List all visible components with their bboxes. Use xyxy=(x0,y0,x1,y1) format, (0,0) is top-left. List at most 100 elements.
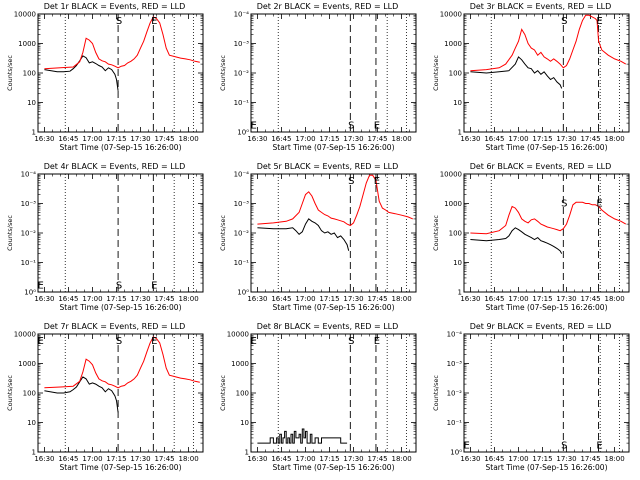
x-axis-label: Start Time (07-Sep-15 16:26:00) xyxy=(486,463,608,472)
x-tick-label: 16:45 xyxy=(58,455,78,463)
x-tick-label: 17:15 xyxy=(106,455,126,463)
x-tick-label: 16:45 xyxy=(484,295,504,303)
chart-title: Det 3r BLACK = Events, RED = LLD xyxy=(470,2,612,11)
x-tick-label: 17:00 xyxy=(82,455,102,463)
chart-panel-3: Det 3r BLACK = Events, RED = LLD 1 10 100 10… xyxy=(432,2,630,152)
x-tick-label: 17:30 xyxy=(343,295,363,303)
events-series-line xyxy=(470,227,563,254)
y-tick-label: 10⁻² xyxy=(234,70,250,78)
event-marker: E xyxy=(151,280,157,291)
y-axis-label: Counts/sec xyxy=(432,55,440,91)
y-axis-label: Counts/sec xyxy=(6,375,14,411)
x-tick-label: 17:00 xyxy=(295,295,315,303)
x-tick-label: 17:00 xyxy=(295,135,315,143)
x-tick-label: 17:15 xyxy=(532,135,552,143)
y-tick-label: 10⁻² xyxy=(447,390,463,398)
y-tick-label: 10 xyxy=(27,419,36,427)
x-tick-label: 16:45 xyxy=(58,295,78,303)
chart-title: Det 8r BLACK = Events, RED = LLD xyxy=(257,322,399,331)
x-tick-label: 16:45 xyxy=(271,295,291,303)
x-tick-label: 18:00 xyxy=(604,295,624,303)
event-marker: S xyxy=(348,120,354,131)
chart-panel-1: Det 1r BLACK = Events, RED = LLD 1 10 100 10… xyxy=(6,2,204,152)
x-tick-label: 17:15 xyxy=(106,135,126,143)
event-marker: E xyxy=(374,120,380,131)
x-tick-label: 17:45 xyxy=(154,455,174,463)
y-tick-label: 1 xyxy=(458,289,462,297)
y-tick-label: 1 xyxy=(32,449,36,457)
event-marker: S xyxy=(561,16,567,27)
y-tick-label: 10⁰ xyxy=(237,129,249,137)
event-marker: E xyxy=(151,16,157,27)
y-axis-label: Counts/sec xyxy=(432,375,440,411)
y-tick-label: 10⁻¹ xyxy=(21,259,37,267)
y-tick-label: 1 xyxy=(458,129,462,137)
y-tick-label: 10⁻¹ xyxy=(234,259,250,267)
x-tick-label: 18:00 xyxy=(178,455,198,463)
event-marker: S xyxy=(348,336,354,347)
event-marker: S xyxy=(116,16,122,27)
x-tick-label: 17:00 xyxy=(295,455,315,463)
y-tick-label: 10 xyxy=(240,419,249,427)
x-tick-label: 17:30 xyxy=(130,135,150,143)
x-tick-label: 17:00 xyxy=(82,135,102,143)
x-tick-label: 17:45 xyxy=(580,295,600,303)
events-series-line xyxy=(257,218,350,251)
y-tick-label: 100 xyxy=(23,70,36,78)
y-tick-label: 1000 xyxy=(18,360,36,368)
x-tick-label: 16:30 xyxy=(460,135,480,143)
chart-panel-7: Det 7r BLACK = Events, RED = LLD 1 10 100 10… xyxy=(6,322,204,472)
x-tick-label: 17:15 xyxy=(319,295,339,303)
chart-title: Det 7r BLACK = Events, RED = LLD xyxy=(44,322,186,331)
x-tick-label: 18:00 xyxy=(391,455,411,463)
event-marker: S xyxy=(561,440,567,451)
x-tick-label: 17:30 xyxy=(556,455,576,463)
x-tick-label: 17:00 xyxy=(82,295,102,303)
y-tick-label: 10000 xyxy=(440,11,462,19)
x-tick-label: 16:30 xyxy=(460,455,480,463)
chart-title: Det 5r BLACK = Events, RED = LLD xyxy=(257,162,399,171)
x-tick-label: 16:45 xyxy=(484,455,504,463)
lld-series-line xyxy=(44,336,200,389)
event-marker: E xyxy=(250,336,256,347)
x-tick-label: 17:30 xyxy=(556,295,576,303)
x-tick-label: 17:00 xyxy=(508,135,528,143)
chart-panel-8: Det 8r BLACK = Events, RED = LLD 1 10 100 10… xyxy=(219,322,417,472)
x-tick-label: 17:15 xyxy=(532,295,552,303)
events-series-line xyxy=(44,55,119,91)
x-tick-label: 16:45 xyxy=(271,135,291,143)
x-tick-label: 17:45 xyxy=(367,135,387,143)
y-tick-label: 10⁻³ xyxy=(234,200,250,208)
x-tick-label: 17:45 xyxy=(367,295,387,303)
event-marker: S xyxy=(348,176,354,187)
y-tick-label: 10⁻⁴ xyxy=(21,171,37,179)
x-tick-label: 17:15 xyxy=(319,455,339,463)
event-marker: E xyxy=(37,336,43,347)
event-marker: E xyxy=(374,176,380,187)
y-tick-label: 1000 xyxy=(231,360,249,368)
y-tick-label: 10⁰ xyxy=(24,289,36,297)
y-tick-label: 10⁻³ xyxy=(21,200,37,208)
y-tick-label: 10 xyxy=(453,99,462,107)
x-tick-label: 17:30 xyxy=(343,135,363,143)
plot-frame xyxy=(250,13,417,133)
plot-frame xyxy=(37,13,204,133)
y-tick-label: 10⁰ xyxy=(450,449,462,457)
x-axis-label: Start Time (07-Sep-15 16:26:00) xyxy=(273,303,395,312)
y-axis-label: Counts/sec xyxy=(432,215,440,251)
x-axis-label: Start Time (07-Sep-15 16:26:00) xyxy=(273,143,395,152)
event-marker: E xyxy=(596,16,602,27)
x-tick-label: 18:00 xyxy=(604,135,624,143)
y-tick-label: 10⁻⁴ xyxy=(447,331,463,339)
x-tick-label: 16:30 xyxy=(247,135,267,143)
x-tick-label: 16:30 xyxy=(247,295,267,303)
x-tick-label: 16:30 xyxy=(247,455,267,463)
y-tick-label: 10⁻² xyxy=(21,230,37,238)
y-tick-label: 1000 xyxy=(18,40,36,48)
event-marker: E xyxy=(596,440,602,451)
x-tick-label: 17:45 xyxy=(580,455,600,463)
chart-title: Det 6r BLACK = Events, RED = LLD xyxy=(470,162,612,171)
x-tick-label: 16:45 xyxy=(484,135,504,143)
y-tick-label: 10000 xyxy=(440,171,462,179)
